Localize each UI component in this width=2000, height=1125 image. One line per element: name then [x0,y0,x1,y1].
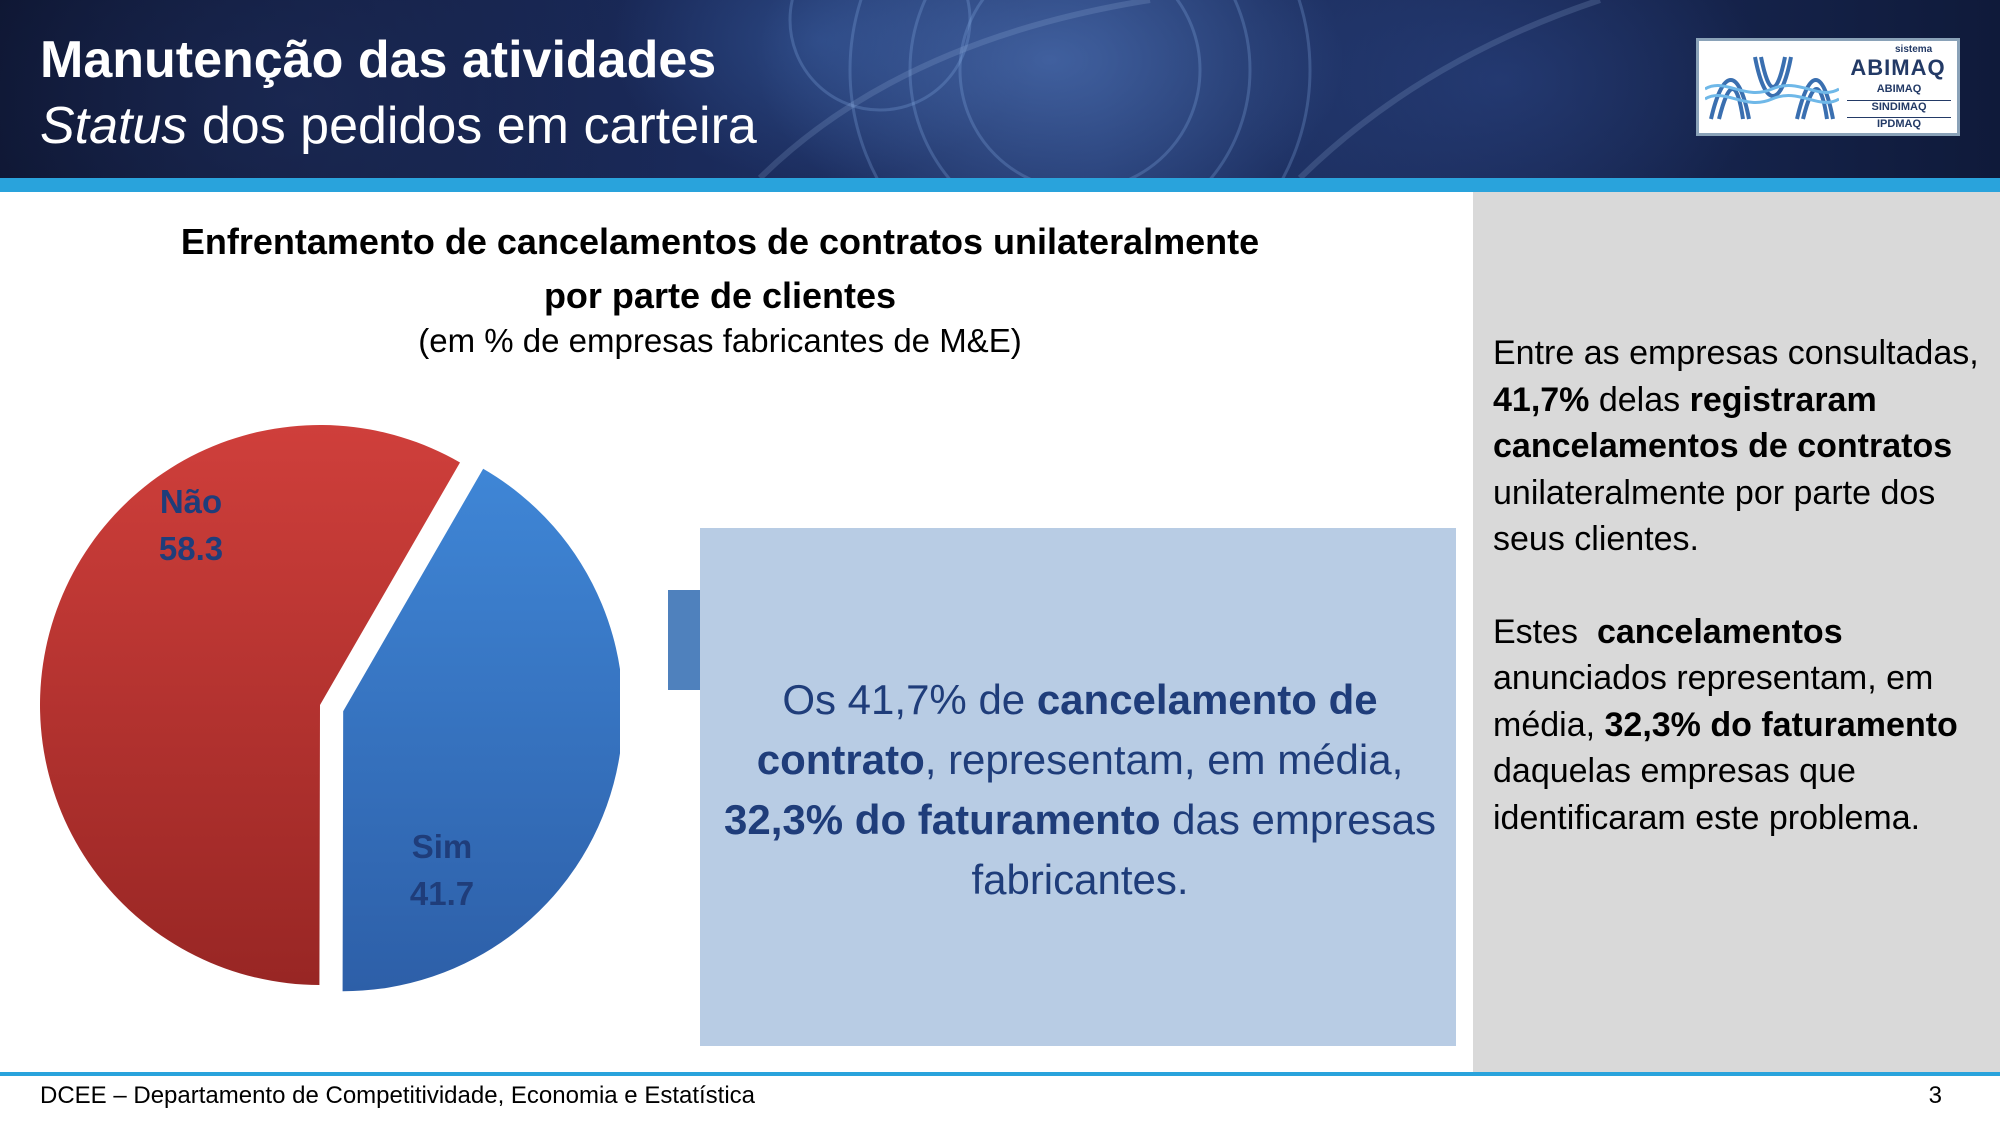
logo-sub-ipdmaq: IPDMAQ [1847,117,1951,130]
side-bold-part: cancelamentos [1596,612,1843,651]
chart-title: Enfrentamento de cancelamentos de contra… [100,215,1340,323]
pie-chart: Não 58.3 Sim 41.7 [40,424,620,992]
pie-slice-sim [342,468,620,992]
callout-bold-part: 32,3% do faturamento [724,796,1161,843]
pie-label-category: Não [160,483,222,520]
logo-small-text: sistema [1895,44,1933,55]
callout-text-part: das empresas fabricantes. [971,796,1436,903]
callout-text-part: Os 41,7% de [782,676,1037,723]
page-subtitle: Status dos pedidos em carteira [40,96,757,156]
logo-brand-text: ABIMAQ [1850,55,1946,80]
side-text-part: anunciados representam, em média, [1493,659,1934,744]
pie-slice-nao [40,424,461,985]
side-text-part: Estes [1493,612,1597,651]
pie-label-category: Sim [412,828,473,865]
side-paragraph-1: Entre as empresas consultadas, 41,7% del… [1493,330,1988,563]
side-paragraph-2: Estes cancelamentos anunciados represent… [1493,609,1988,842]
page-subtitle-italic: Status [40,97,188,155]
logo-sub-abimaq: ABIMAQ [1876,83,1922,95]
callout-text: Os 41,7% de cancelamento de contrato, re… [712,670,1448,910]
footer-text: DCEE – Departamento de Competitividade, … [40,1082,756,1109]
pie-label-value: 58.3 [159,530,223,567]
callout-text-part: , representam, em média, [924,736,1404,783]
page-subtitle-rest: dos pedidos em carteira [187,97,757,155]
side-bold-part: registraram cancelamentos de contratos [1493,380,1953,466]
header-rule [0,178,2000,192]
side-text-part: Entre as empresas consultadas, [1493,334,1979,372]
chart-title-line1: Enfrentamento de cancelamentos de contra… [180,221,1260,262]
side-text-part: daquelas empresas que identificaram este… [1493,752,1921,837]
logo-sub-sindimaq: SINDIMAQ [1847,100,1951,113]
chart-subtitle: (em % de empresas fabricantes de M&E) [418,322,1022,359]
page-title: Manutenção das atividades [40,31,717,89]
callout-bold-part: cancelamento de contrato [756,676,1378,783]
banner-decoration [757,0,1601,178]
abimaq-logo: sistema ABIMAQ ABIMAQ SINDIMAQ IPDMAQ [1696,38,1960,136]
side-text-part: unilateralmente por parte dos seus clien… [1493,473,1936,559]
side-bold-part: 32,3% do faturamento [1604,705,1958,744]
side-text-part: delas [1589,380,1690,419]
side-panel [1473,192,2000,1072]
chart-title-line2: por parte de clientes [543,275,897,316]
side-bold-part: 41,7% [1493,380,1590,419]
header-banner: Manutenção das atividades Status dos ped… [0,0,2000,178]
pie-label-value: 41.7 [410,875,474,912]
side-panel-text: Entre as empresas consultadas, 41,7% del… [1493,330,1988,841]
page-number: 3 [1928,1082,1942,1109]
abimaq-logo-mark [1705,47,1839,129]
footer-rule [0,1072,2000,1076]
callout-box [700,528,1456,1046]
